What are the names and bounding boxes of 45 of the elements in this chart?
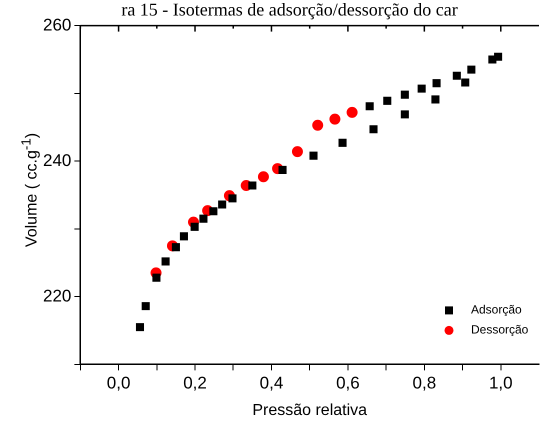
x-axis-title: Pressão relativa [252,402,368,419]
point [467,66,476,74]
point [152,274,160,282]
point [494,52,502,61]
y-tick-label: 220 [42,286,72,306]
point [180,232,188,240]
point [383,96,392,105]
point [346,106,358,118]
y-tick-label: 260 [42,15,72,34]
point [338,138,347,147]
point [461,78,470,87]
point [369,125,378,134]
point [190,222,199,231]
y-tick-label: 240 [42,150,72,170]
point [199,214,208,223]
legend-label: Dessorção [471,322,529,337]
chart-title: ra 15 - Isotermas de adsorção/dessorção do car [121,0,458,20]
point [258,171,269,182]
point [400,90,409,99]
point [452,72,461,80]
x-tick-label: 0,6 [336,373,360,392]
point [312,120,324,131]
x-tick-label: 0,0 [106,373,130,392]
point [278,166,287,174]
x-tick-label: 1,0 [488,373,513,392]
x-tick-label: 0,4 [260,373,284,392]
point [228,194,237,202]
point [400,110,409,118]
point [431,95,440,104]
point [309,152,318,160]
x-tick-label: 0,2 [183,373,207,392]
point [248,181,256,190]
point [292,146,303,158]
point [418,84,426,93]
point [142,302,150,310]
point [172,243,180,252]
x-tick-label: 0,8 [412,373,436,392]
point [432,79,441,88]
legend-label: Adsorção [471,302,522,317]
point [162,257,170,266]
point [209,207,218,216]
point [366,102,374,110]
point [136,323,144,332]
point [218,200,226,209]
point [329,114,340,125]
